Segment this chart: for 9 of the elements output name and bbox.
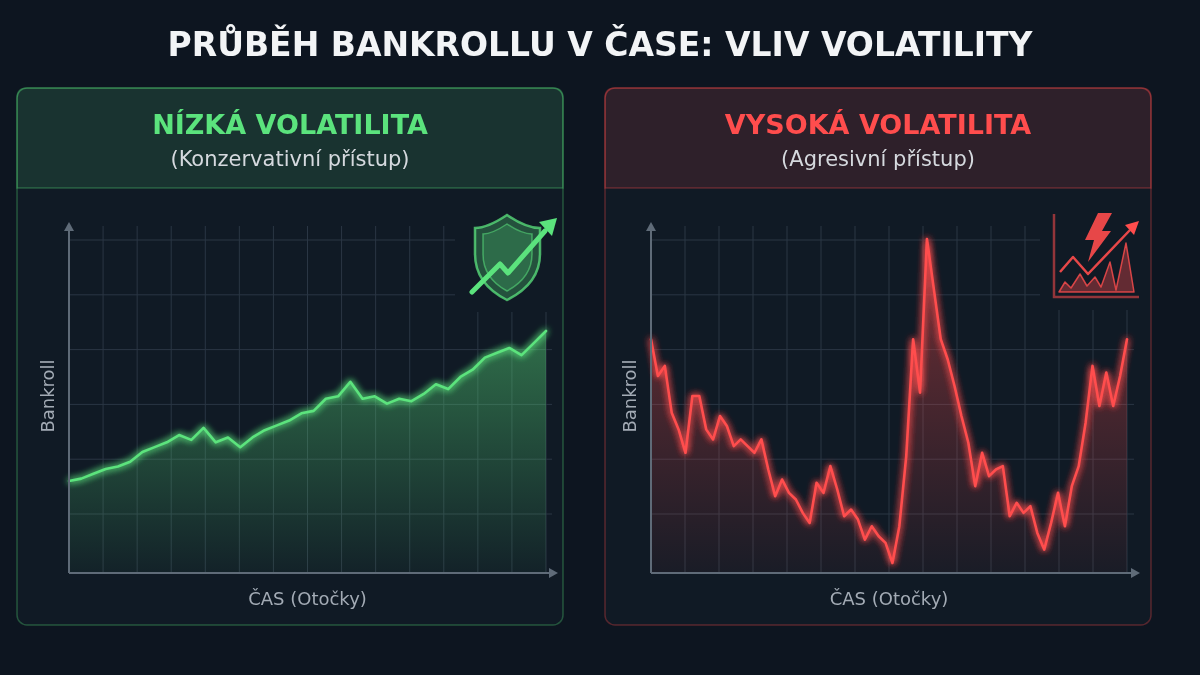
chart-title: NÍZKÁ VOLATILITA — [152, 109, 428, 140]
x-axis-title: ČAS (Otočky) — [248, 588, 367, 609]
y-axis-title: Bankroll — [619, 359, 640, 433]
y-axis-title: Bankroll — [37, 359, 58, 433]
chart-subtitle: (Agresivní přístup) — [781, 147, 975, 171]
chart-title: VYSOKÁ VOLATILITA — [724, 109, 1032, 140]
text: PRŮBĚH BANKROLLU V ČASE: VLIV VOLATILITY — [167, 24, 1034, 64]
chart-subtitle: (Konzervativní přístup) — [170, 147, 410, 171]
x-axis-title: ČAS (Otočky) — [829, 588, 949, 609]
